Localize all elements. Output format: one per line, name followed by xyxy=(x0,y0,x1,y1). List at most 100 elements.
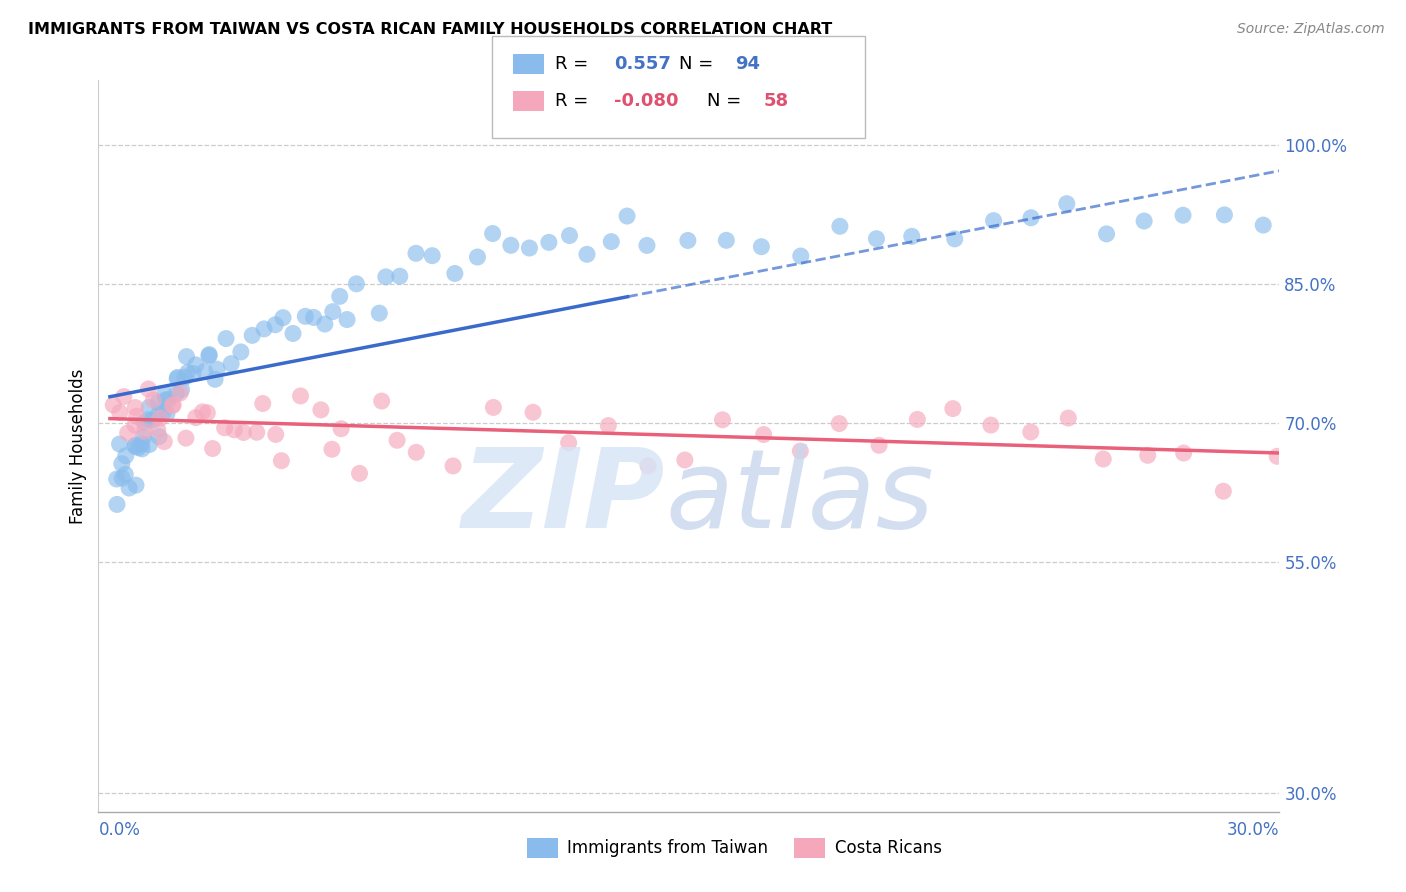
Point xyxy=(105,497,128,511)
Point xyxy=(983,213,1005,227)
Point xyxy=(229,345,252,359)
Point xyxy=(201,442,224,456)
Point xyxy=(420,249,443,263)
Point xyxy=(184,358,207,372)
Point xyxy=(148,406,170,420)
Point xyxy=(108,405,131,419)
Point xyxy=(224,423,246,437)
Point xyxy=(1057,411,1080,425)
Y-axis label: Family Households: Family Households xyxy=(69,368,87,524)
Point xyxy=(321,442,343,457)
Point xyxy=(118,481,141,495)
Point xyxy=(467,250,489,264)
Point xyxy=(1133,214,1156,228)
Text: Costa Ricans: Costa Ricans xyxy=(835,839,942,857)
Point xyxy=(370,394,392,409)
Text: R =: R = xyxy=(555,92,595,110)
Point xyxy=(105,472,128,486)
Point xyxy=(142,413,165,427)
Point xyxy=(142,392,165,407)
Point xyxy=(1289,189,1312,203)
Point xyxy=(302,310,325,325)
Point xyxy=(557,435,579,450)
Point xyxy=(198,349,221,363)
Text: -0.080: -0.080 xyxy=(614,92,679,110)
Point xyxy=(125,409,148,424)
Point xyxy=(1136,448,1159,462)
Point xyxy=(138,382,160,396)
Point xyxy=(598,418,620,433)
Text: R =: R = xyxy=(555,55,595,73)
Point xyxy=(405,445,427,459)
Point xyxy=(444,267,467,281)
Point xyxy=(146,422,169,436)
Point xyxy=(1019,211,1042,225)
Point xyxy=(281,326,304,341)
Point xyxy=(865,232,887,246)
Point xyxy=(125,478,148,492)
Point xyxy=(174,431,197,445)
Point xyxy=(905,412,928,426)
Point xyxy=(103,398,125,412)
Point xyxy=(152,404,174,418)
Point xyxy=(169,386,191,401)
Point xyxy=(194,364,217,378)
Point xyxy=(166,370,188,384)
Point xyxy=(162,398,184,412)
Text: 0.0%: 0.0% xyxy=(98,821,141,839)
Point xyxy=(751,240,773,254)
Point xyxy=(943,232,966,246)
Text: 58: 58 xyxy=(763,92,789,110)
Point xyxy=(600,235,623,249)
Point xyxy=(1095,227,1118,241)
Point xyxy=(176,350,198,364)
Point xyxy=(388,269,411,284)
Point xyxy=(374,269,396,284)
Point xyxy=(204,372,226,386)
Point xyxy=(219,357,242,371)
Point xyxy=(368,306,391,320)
Point xyxy=(117,425,139,440)
Point xyxy=(344,277,367,291)
Point xyxy=(270,453,292,467)
Point xyxy=(131,442,153,456)
Point xyxy=(828,417,851,431)
Point xyxy=(271,310,294,325)
Point xyxy=(1251,218,1274,232)
Point xyxy=(309,402,332,417)
Point xyxy=(184,410,207,425)
Point xyxy=(1212,484,1234,499)
Point xyxy=(156,407,179,421)
Point xyxy=(138,412,160,426)
Point xyxy=(246,425,269,440)
Text: Source: ZipAtlas.com: Source: ZipAtlas.com xyxy=(1237,22,1385,37)
Point xyxy=(165,386,187,401)
Text: 94: 94 xyxy=(735,55,761,73)
Point xyxy=(716,233,738,247)
Point xyxy=(1171,208,1194,222)
Point xyxy=(900,229,922,244)
Point xyxy=(322,304,344,318)
Point xyxy=(441,458,464,473)
Point xyxy=(124,439,146,453)
Point xyxy=(205,362,228,376)
Point xyxy=(153,387,176,401)
Point xyxy=(482,401,505,415)
Point xyxy=(1327,211,1350,225)
Point xyxy=(828,219,851,234)
Point xyxy=(558,228,581,243)
Point xyxy=(148,429,170,443)
Point xyxy=(636,238,658,252)
Text: Immigrants from Taiwan: Immigrants from Taiwan xyxy=(567,839,768,857)
Point xyxy=(173,370,195,384)
Point xyxy=(114,467,136,482)
Point xyxy=(108,437,131,451)
Point xyxy=(336,312,359,326)
Text: IMMIGRANTS FROM TAIWAN VS COSTA RICAN FAMILY HOUSEHOLDS CORRELATION CHART: IMMIGRANTS FROM TAIWAN VS COSTA RICAN FA… xyxy=(28,22,832,37)
Point xyxy=(676,234,699,248)
Point xyxy=(405,246,427,260)
Point xyxy=(868,438,890,452)
Point xyxy=(616,209,638,223)
Point xyxy=(519,241,541,255)
Point xyxy=(673,453,696,467)
